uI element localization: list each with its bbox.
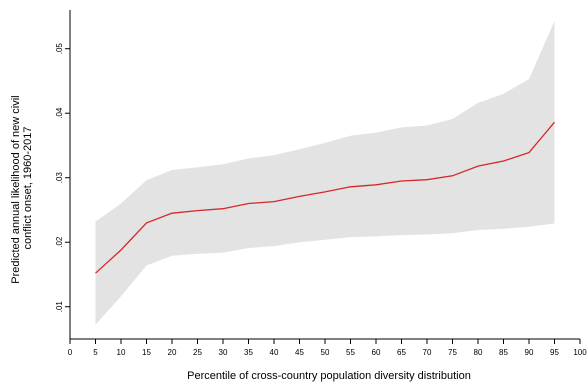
x-tick-label: 90 — [525, 348, 534, 357]
x-tick-label: 30 — [219, 348, 228, 357]
x-tick-label: 20 — [168, 348, 177, 357]
y-axis-ticks: .01 .02 .03 .04 .05 — [55, 43, 70, 313]
estimate-line — [95, 121, 555, 274]
x-tick-label: 50 — [321, 348, 330, 357]
confidence-band-layer — [95, 21, 555, 325]
x-tick-label: 25 — [193, 348, 202, 357]
confidence-band — [95, 21, 555, 325]
x-tick-label: 70 — [423, 348, 432, 357]
x-tick-label: 100 — [573, 348, 587, 357]
x-axis-title: Percentile of cross-country population d… — [187, 370, 471, 382]
x-tick-label: 75 — [448, 348, 457, 357]
y-tick-label: .01 — [55, 301, 64, 313]
x-tick-label: 60 — [372, 348, 381, 357]
x-axis-ticks: 0 5 10 15 20 25 30 35 40 45 50 55 60 65 70 75 80 85 90 95 10… — [68, 339, 587, 357]
x-tick-label: 55 — [346, 348, 355, 357]
y-tick-label: .03 — [55, 172, 64, 184]
x-tick-label: 80 — [474, 348, 483, 357]
x-tick-label: 10 — [117, 348, 126, 357]
x-tick-label: 35 — [244, 348, 253, 357]
y-tick-label: .02 — [55, 236, 64, 248]
x-tick-label: 5 — [93, 348, 98, 357]
y-axis-title: Predicted annual likelihood of new civil… — [10, 92, 34, 283]
x-tick-label: 15 — [142, 348, 151, 357]
y-axis-title-line-2: conflict onset, 1960-2017 — [22, 127, 34, 250]
y-axis-title-line-1: Predicted annual likelihood of new civil — [10, 95, 22, 283]
y-tick-label: .04 — [55, 107, 64, 119]
y-tick-label: .05 — [55, 43, 64, 55]
estimate-line-layer — [95, 121, 555, 274]
x-tick-label: 95 — [550, 348, 559, 357]
x-tick-label: 45 — [295, 348, 304, 357]
x-tick-label: 85 — [499, 348, 508, 357]
x-tick-label: 65 — [397, 348, 406, 357]
x-tick-label: 0 — [68, 348, 73, 357]
x-tick-label: 40 — [270, 348, 279, 357]
